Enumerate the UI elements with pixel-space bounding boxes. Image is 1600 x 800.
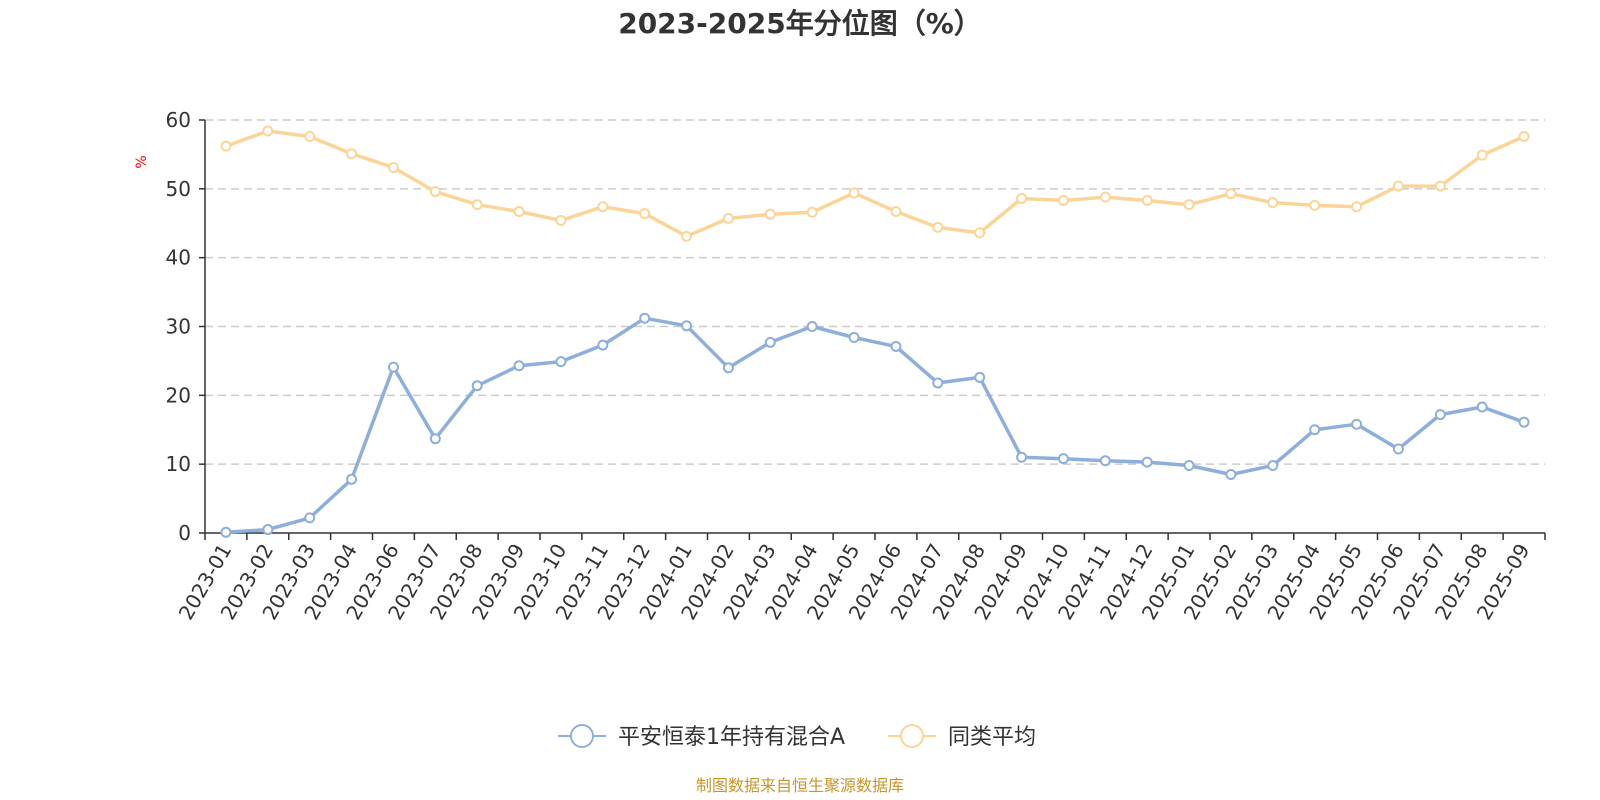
data-point[interactable] — [471, 199, 483, 211]
legend-marker-icon — [570, 724, 594, 748]
legend-label: 同类平均 — [948, 725, 1036, 750]
series-line-0 — [225, 316, 1525, 535]
data-point[interactable] — [304, 512, 316, 524]
y-tick-label: 30 — [166, 315, 191, 339]
data-point[interactable] — [262, 524, 274, 536]
data-point[interactable] — [722, 362, 734, 374]
data-point[interactable] — [1392, 180, 1404, 192]
axes: 01020304050602023-012023-022023-032023-0… — [166, 108, 1546, 624]
data-point[interactable] — [429, 186, 441, 198]
legend[interactable]: 平安恒泰1年持有混合A 同类平均 — [558, 724, 1036, 750]
legend-item-1[interactable]: 同类平均 — [888, 724, 1036, 750]
data-point[interactable] — [513, 360, 525, 372]
data-point[interactable] — [220, 526, 232, 538]
data-point[interactable] — [848, 332, 860, 344]
data-point[interactable] — [890, 206, 902, 218]
legend-label: 平安恒泰1年持有混合A — [618, 725, 845, 750]
data-point[interactable] — [1225, 468, 1237, 480]
y-tick-label: 10 — [166, 452, 191, 476]
data-point[interactable] — [764, 336, 776, 348]
data-point[interactable] — [681, 230, 693, 242]
data-point[interactable] — [681, 320, 693, 332]
data-point[interactable] — [346, 473, 358, 485]
data-point[interactable] — [722, 212, 734, 224]
data-point[interactable] — [1351, 201, 1363, 213]
data-point[interactable] — [1392, 443, 1404, 455]
data-source-note: 制图数据来自恒生聚源数据库 — [696, 776, 904, 795]
data-point[interactable] — [1099, 191, 1111, 203]
data-point[interactable] — [1434, 180, 1446, 192]
data-point[interactable] — [1267, 197, 1279, 209]
data-point[interactable] — [1141, 195, 1153, 207]
data-point[interactable] — [220, 140, 232, 152]
data-point[interactable] — [639, 312, 651, 324]
data-point[interactable] — [974, 227, 986, 239]
series-layer — [220, 125, 1530, 538]
data-point[interactable] — [1476, 401, 1488, 413]
y-tick-label: 20 — [166, 383, 191, 407]
grid-lines — [205, 119, 1545, 465]
chart-title: 2023-2025年分位图（%） — [618, 7, 982, 40]
data-point[interactable] — [471, 380, 483, 392]
y-tick-label: 60 — [166, 108, 191, 132]
data-point[interactable] — [932, 221, 944, 233]
y-tick-label: 50 — [166, 177, 191, 201]
legend-item-0[interactable]: 平安恒泰1年持有混合A — [558, 724, 845, 750]
data-point[interactable] — [1518, 416, 1530, 428]
data-point[interactable] — [1183, 460, 1195, 472]
data-point[interactable] — [597, 201, 609, 213]
data-point[interactable] — [1057, 453, 1069, 465]
data-point[interactable] — [1434, 409, 1446, 421]
data-point[interactable] — [555, 356, 567, 368]
data-point[interactable] — [1225, 188, 1237, 200]
y-tick-label: 0 — [178, 521, 191, 545]
data-point[interactable] — [1016, 192, 1028, 204]
data-point[interactable] — [1476, 149, 1488, 161]
data-point[interactable] — [597, 339, 609, 351]
data-point[interactable] — [513, 206, 525, 218]
data-point[interactable] — [806, 206, 818, 218]
data-point[interactable] — [1351, 418, 1363, 430]
data-point[interactable] — [1183, 199, 1195, 211]
data-point[interactable] — [639, 208, 651, 220]
data-point[interactable] — [974, 371, 986, 383]
legend-marker-icon — [900, 724, 924, 748]
data-point[interactable] — [1016, 451, 1028, 463]
data-point[interactable] — [262, 125, 274, 137]
data-point[interactable] — [304, 131, 316, 143]
y-tick-label: 40 — [166, 246, 191, 270]
data-point[interactable] — [429, 433, 441, 445]
data-point[interactable] — [1309, 424, 1321, 436]
data-point[interactable] — [387, 161, 399, 173]
series-line-1 — [225, 129, 1525, 239]
data-point[interactable] — [1141, 456, 1153, 468]
data-point[interactable] — [346, 148, 358, 160]
data-point[interactable] — [806, 321, 818, 332]
data-point[interactable] — [387, 361, 399, 373]
data-point[interactable] — [555, 214, 567, 226]
data-point[interactable] — [1057, 195, 1069, 207]
data-point[interactable] — [890, 340, 902, 352]
data-point[interactable] — [1518, 131, 1530, 143]
y-axis-unit-label: % — [134, 155, 150, 168]
data-point[interactable] — [1267, 460, 1279, 472]
data-point[interactable] — [848, 187, 860, 199]
data-point[interactable] — [1309, 199, 1321, 211]
data-point[interactable] — [1099, 455, 1111, 467]
data-point[interactable] — [764, 208, 776, 220]
data-point[interactable] — [932, 377, 944, 389]
